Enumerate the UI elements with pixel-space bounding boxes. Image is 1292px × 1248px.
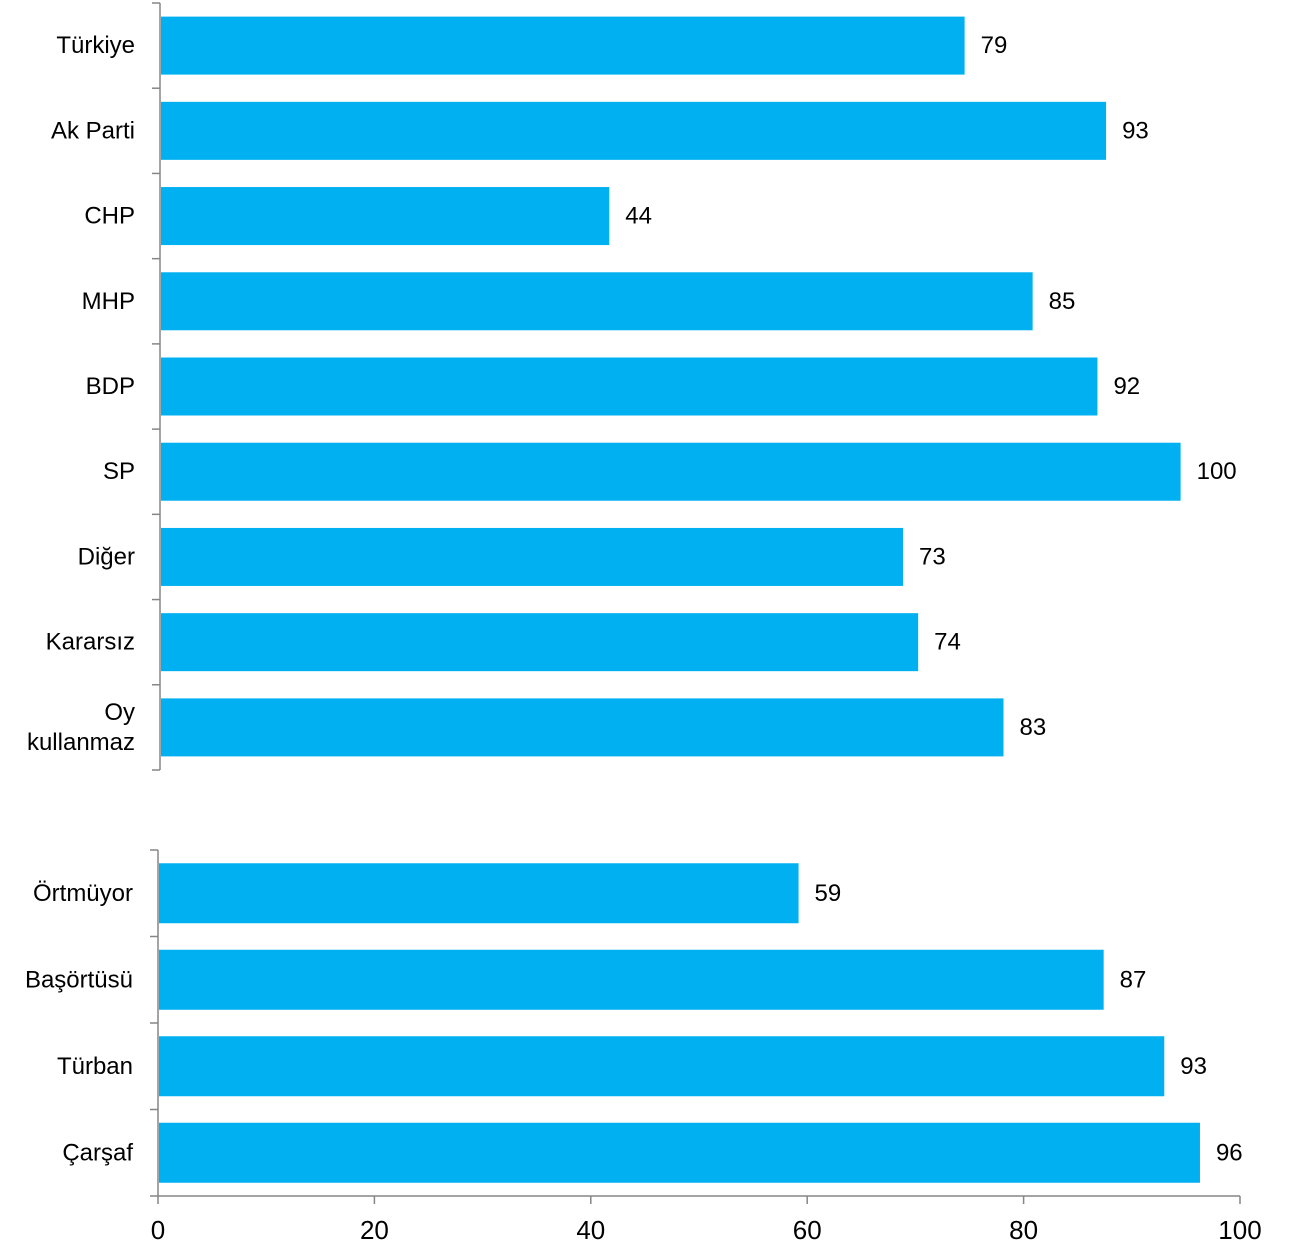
data-label: 44 (625, 203, 652, 230)
data-label: 87 (1120, 966, 1147, 993)
bar (159, 1122, 1200, 1183)
x-tick-label: 40 (576, 1215, 605, 1245)
category-label: SP (103, 458, 135, 485)
bar (161, 698, 1004, 757)
data-label: 79 (981, 32, 1008, 59)
category-label: Kararsız (46, 629, 135, 656)
data-label: 96 (1216, 1139, 1243, 1166)
bar (161, 613, 919, 672)
data-label: 92 (1113, 373, 1140, 400)
category-label: Diğer (78, 543, 135, 570)
category-label: MHP (82, 288, 135, 315)
x-tick-label: 20 (360, 1215, 389, 1245)
category-label: Örtmüyor (33, 880, 133, 907)
data-label: 59 (815, 880, 842, 907)
bar (159, 1036, 1165, 1097)
category-label: BDP (86, 373, 135, 400)
bar (159, 949, 1104, 1010)
bar (161, 442, 1181, 501)
data-label: 83 (1019, 714, 1046, 741)
category-label: Türkiye (56, 32, 135, 59)
x-tick-label: 80 (1009, 1215, 1038, 1245)
x-tick-label: 60 (793, 1215, 822, 1245)
bar (161, 101, 1107, 160)
data-label: 93 (1180, 1053, 1207, 1080)
bar (159, 863, 799, 924)
bar (161, 357, 1098, 416)
x-tick-label: 100 (1218, 1215, 1261, 1245)
category-label: Oy (104, 699, 135, 726)
category-label: Başörtüsü (25, 966, 133, 993)
bar (161, 16, 965, 75)
x-tick-label: 0 (151, 1215, 165, 1245)
category-label: Türban (57, 1053, 133, 1080)
bar (161, 187, 610, 246)
data-label: 85 (1049, 288, 1076, 315)
data-label: 100 (1197, 458, 1237, 485)
category-label: CHP (84, 203, 135, 230)
category-label: Çarşaf (62, 1139, 133, 1166)
category-label: kullanmaz (27, 729, 135, 756)
data-label: 74 (934, 629, 961, 656)
data-label: 73 (919, 543, 946, 570)
bar (161, 272, 1033, 331)
data-label: 93 (1122, 117, 1149, 144)
category-label: Ak Parti (51, 117, 135, 144)
bar (161, 527, 904, 586)
